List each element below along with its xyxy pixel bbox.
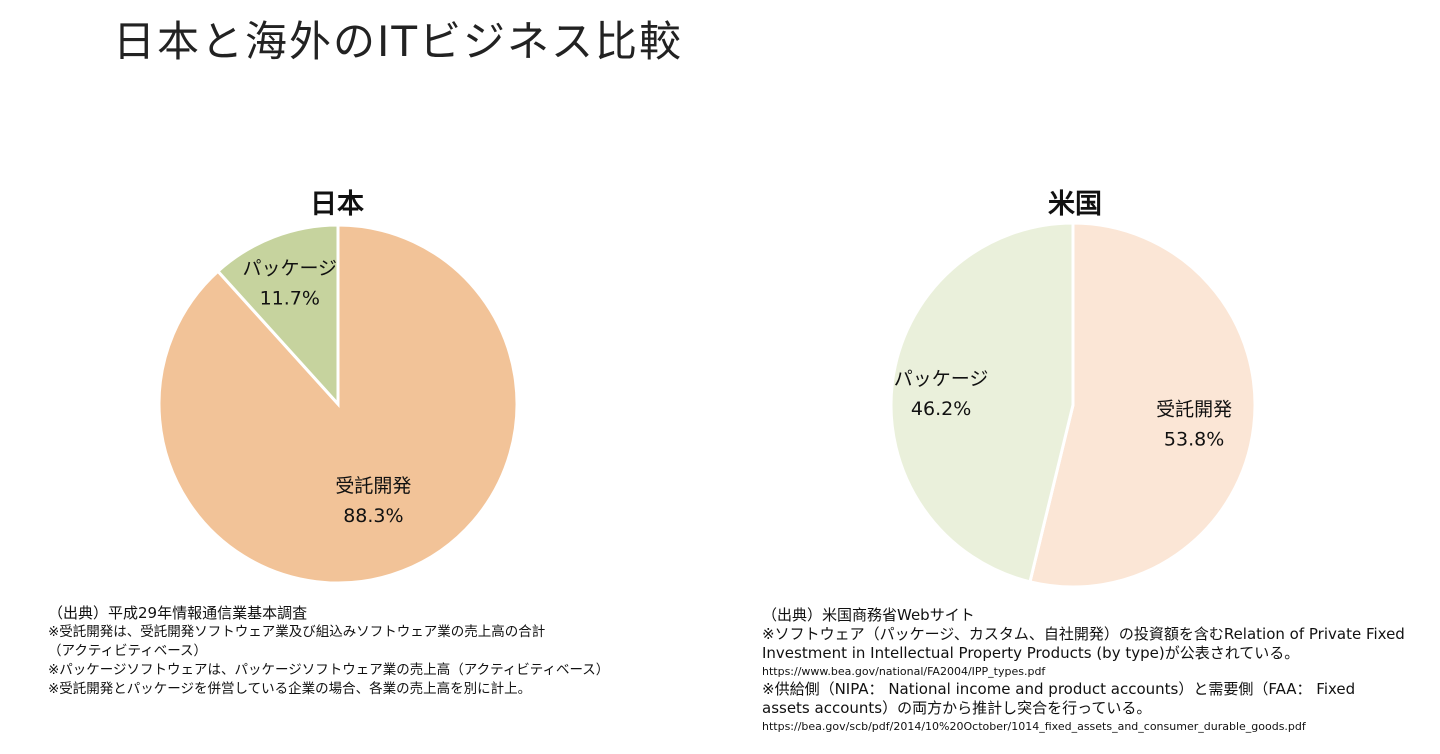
pie-slice-package <box>889 221 1075 584</box>
slice-value-label: 53.8% <box>1164 429 1224 451</box>
slice-label: パッケージ <box>894 368 989 390</box>
slice-label: パッケージ <box>242 258 337 280</box>
pie-chart-us: 受託開発 53.8% パッケージ 46.2% <box>889 221 1257 589</box>
note-line: ※パッケージソフトウェアは、パッケージソフトウェア業の売上高（アクティビティベー… <box>48 662 610 678</box>
note-line: assets accounts）の両方から推計し突合を行っている。 <box>762 699 1152 717</box>
pie-slice-jutaku <box>1028 221 1257 589</box>
slice-label: 受託開発 <box>1156 399 1232 421</box>
slice-value-label: 11.7% <box>260 288 320 310</box>
note-line: ※ソフトウェア（パッケージ、カスタム、自社開発）の投資額を含むRelation … <box>762 625 1405 643</box>
pie-slice-package <box>215 223 340 408</box>
note-line: Investment in Intellectual Property Prod… <box>762 644 1300 662</box>
slice-value-label: 88.3% <box>343 505 403 527</box>
note-line: ※受託開発とパッケージを併営している企業の場合、各業の売上高を別に計上。 <box>48 681 532 697</box>
source-url: https://bea.gov/scb/pdf/2014/10%20Octobe… <box>762 720 1306 733</box>
slice-value-label: 46.2% <box>911 398 971 420</box>
source-us: （出典）米国商務省Webサイト <box>762 606 975 624</box>
note-line: ※供給側（NIPA： National income and product a… <box>762 680 1356 698</box>
pie-chart-japan: 受託開発 88.3% パッケージ 11.7% <box>157 223 519 585</box>
notes-us: （出典）米国商務省Webサイト ※ソフトウェア（パッケージ、カスタム、自社開発）… <box>762 606 1405 735</box>
source-url: https://www.bea.gov/national/FA2004/IPP_… <box>762 665 1046 678</box>
note-line: （アクティビティベース） <box>48 643 208 659</box>
chart-title-japan: 日本 <box>310 189 364 220</box>
note-line: ※受託開発は、受託開発ソフトウェア業及び組込みソフトウェア業の売上高の合計 <box>48 624 546 640</box>
notes-japan: （出典）平成29年情報通信業基本調査 ※受託開発は、受託開発ソフトウェア業及び組… <box>48 604 609 699</box>
source-japan: （出典）平成29年情報通信業基本調査 <box>48 604 308 622</box>
chart-title-us: 米国 <box>1048 189 1102 220</box>
slide-title: 日本と海外のITビジネス比較 <box>113 17 684 66</box>
slice-label: 受託開発 <box>335 475 411 497</box>
